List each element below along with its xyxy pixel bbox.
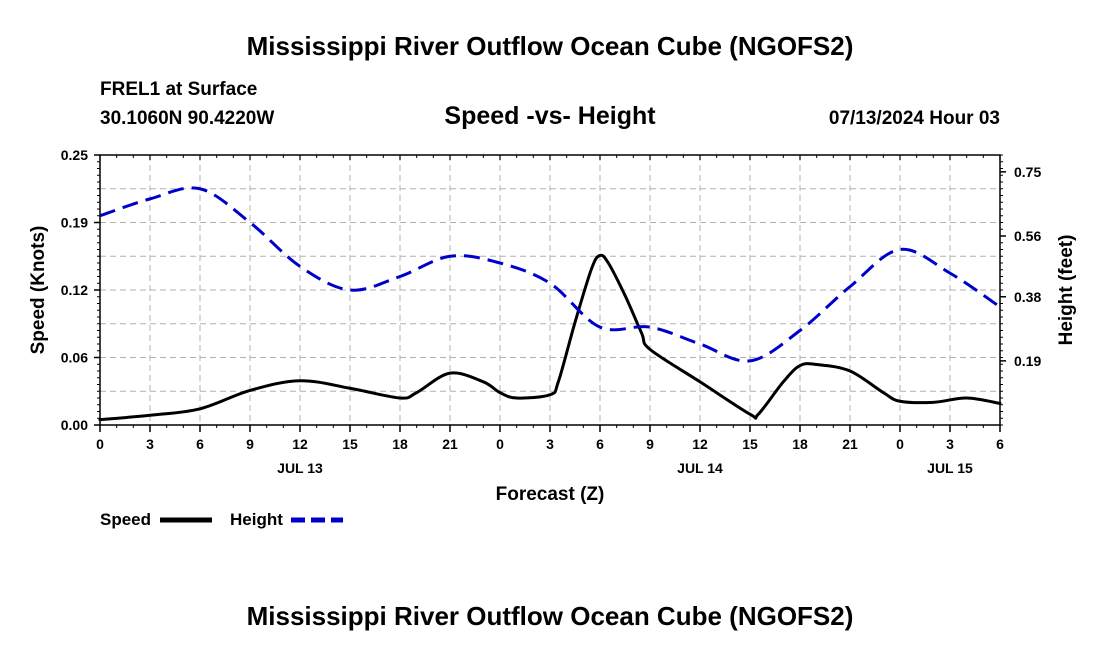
- axis-tick-labels: 0 3 6 9 12 15 18 21 0 3 6 9 12 15 18 21 0 3 6 JUL 13 JUL 14 J…: [61, 147, 1042, 476]
- x-tick-label: 3: [146, 436, 154, 452]
- series-line-height: [99, 186, 1001, 363]
- x-tick-label: 18: [792, 436, 808, 452]
- legend-label-height: Height: [230, 510, 283, 529]
- y2-tick-label: 0.38: [1014, 289, 1041, 305]
- x-tick-label: 3: [946, 436, 954, 452]
- x-tick-label: 6: [996, 436, 1004, 452]
- footer-title: Mississippi River Outflow Ocean Cube (NG…: [247, 601, 854, 631]
- y2-axis-title: Height (feet): [1056, 235, 1077, 346]
- x-tick-label: 0: [496, 436, 504, 452]
- x-tick-label: 12: [292, 436, 308, 452]
- x-tick-label: 0: [896, 436, 904, 452]
- x-tick-label: 0: [96, 436, 104, 452]
- x-tick-label: 21: [842, 436, 858, 452]
- x-tick-label: 15: [742, 436, 758, 452]
- y-tick-label: 0.19: [61, 215, 88, 231]
- x-date-label: JUL 14: [677, 460, 723, 476]
- x-tick-label: 6: [196, 436, 204, 452]
- x-tick-label: 21: [442, 436, 458, 452]
- y2-tick-label: 0.19: [1014, 353, 1041, 369]
- x-date-label: JUL 15: [927, 460, 973, 476]
- series-group: [98, 186, 1002, 422]
- series-line-speed: [98, 253, 1002, 422]
- station-label: FREL1 at Surface: [100, 79, 257, 100]
- x-tick-label: 18: [392, 436, 408, 452]
- x-tick-label: 12: [692, 436, 708, 452]
- axis-ticks: [94, 154, 1006, 432]
- y-tick-label: 0.00: [61, 417, 88, 433]
- chart-subtitle: Speed -vs- Height: [444, 102, 656, 130]
- location-label: 30.1060N 90.4220W: [100, 108, 274, 129]
- x-axis-title: Forecast (Z): [496, 484, 605, 505]
- grid-lines: [100, 155, 1000, 425]
- x-tick-label: 6: [596, 436, 604, 452]
- x-tick-label: 3: [546, 436, 554, 452]
- x-tick-label: 9: [646, 436, 654, 452]
- x-tick-label: 9: [246, 436, 254, 452]
- legend: Speed Height: [100, 510, 343, 529]
- y-tick-label: 0.06: [61, 350, 88, 366]
- x-tick-label: 15: [342, 436, 358, 452]
- page-title: Mississippi River Outflow Ocean Cube (NG…: [247, 31, 854, 61]
- datetime-label: 07/13/2024 Hour 03: [829, 108, 1000, 129]
- y-tick-label: 0.25: [61, 147, 88, 163]
- y2-tick-label: 0.75: [1014, 164, 1041, 180]
- y2-tick-label: 0.56: [1014, 228, 1041, 244]
- y-tick-label: 0.12: [61, 282, 88, 298]
- legend-label-speed: Speed: [100, 510, 151, 529]
- y-axis-title: Speed (Knots): [28, 226, 49, 355]
- x-date-label: JUL 13: [277, 460, 323, 476]
